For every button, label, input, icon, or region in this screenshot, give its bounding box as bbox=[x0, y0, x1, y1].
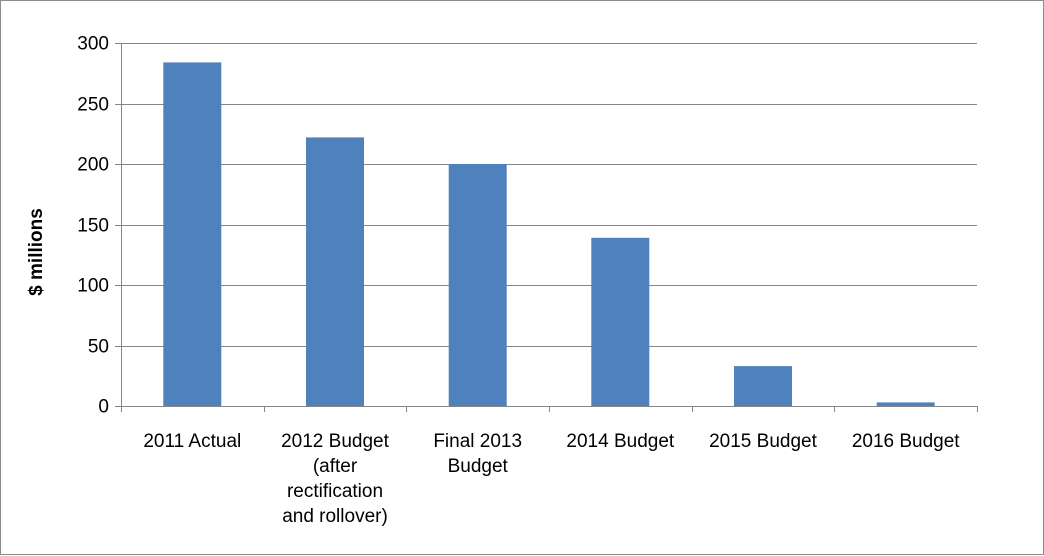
x-category-label-line: Final 2013 bbox=[433, 431, 522, 452]
x-category-label: 2014 Budget bbox=[566, 431, 674, 452]
x-category-label-line: (after bbox=[313, 456, 358, 477]
x-category-labels: 2011 Actual 2012 Budget (after rectificatio… bbox=[143, 431, 960, 527]
bar bbox=[448, 164, 507, 406]
bar bbox=[306, 137, 364, 406]
x-category-label-line: Budget bbox=[448, 456, 509, 477]
y-tick-label: 0 bbox=[98, 397, 109, 418]
y-tick-label: 250 bbox=[77, 95, 109, 116]
bar bbox=[876, 402, 935, 406]
x-category-label-line: rectification bbox=[287, 481, 383, 502]
x-category-label-line: 2012 Budget bbox=[281, 431, 389, 452]
grid-layer bbox=[121, 43, 977, 347]
y-tick-labels: 0 50 100 150 200 250 300 bbox=[77, 34, 109, 418]
y-tick-label: 50 bbox=[88, 337, 109, 358]
x-category-label: Final 2013 Budget bbox=[433, 431, 522, 477]
x-category-label-line: and rollover) bbox=[282, 506, 388, 527]
x-category-label-line: 2015 Budget bbox=[709, 431, 817, 452]
x-category-label-line: 2014 Budget bbox=[566, 431, 674, 452]
y-axis-title: $ millions bbox=[26, 208, 47, 296]
bars-layer bbox=[163, 62, 935, 407]
bar bbox=[734, 366, 792, 406]
x-category-label: 2012 Budget (after rectification and rollov… bbox=[281, 431, 389, 527]
y-tick-label: 150 bbox=[77, 216, 109, 237]
y-tick-label: 100 bbox=[77, 276, 109, 297]
y-tick-label: 200 bbox=[77, 155, 109, 176]
bar bbox=[591, 237, 650, 406]
y-tick-label: 300 bbox=[77, 34, 109, 55]
x-category-label-line: 2016 Budget bbox=[852, 431, 960, 452]
x-category-label: 2016 Budget bbox=[852, 431, 960, 452]
x-category-label-line: 2011 Actual bbox=[143, 431, 241, 452]
axes-layer bbox=[115, 43, 978, 412]
bar bbox=[163, 62, 222, 407]
x-category-label: 2011 Actual bbox=[143, 431, 241, 452]
x-category-label: 2015 Budget bbox=[709, 431, 817, 452]
